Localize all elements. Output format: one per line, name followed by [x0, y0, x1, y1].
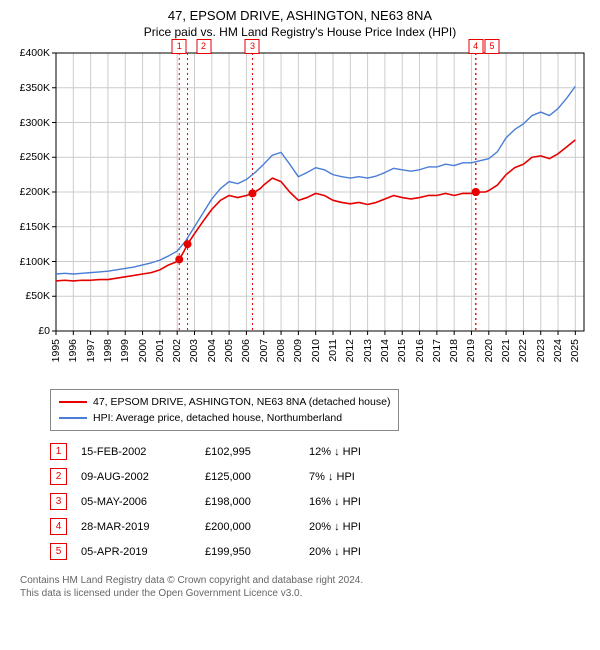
y-tick-label: £150K [10, 221, 50, 233]
x-tick-label: 2005 [223, 339, 235, 362]
table-row: 4 28-MAR-2019£200,00020% ↓ HPI [50, 514, 375, 539]
x-tick-label: 2024 [552, 339, 564, 362]
x-tick-label: 2023 [535, 339, 547, 362]
y-tick-label: £300K [10, 117, 50, 129]
y-tick-label: £250K [10, 151, 50, 163]
x-tick-label: 2021 [500, 339, 512, 362]
legend-swatch [59, 417, 87, 419]
x-tick-label: 2011 [327, 339, 339, 362]
x-tick-label: 1998 [102, 339, 114, 362]
y-tick-label: £350K [10, 82, 50, 94]
y-tick-label: £0 [10, 325, 50, 337]
x-tick-label: 2000 [137, 339, 149, 362]
x-tick-label: 2015 [396, 339, 408, 362]
row-badge: 4 [50, 518, 67, 535]
row-badge: 1 [50, 443, 67, 460]
sale-marker-badge: 5 [484, 39, 499, 54]
x-tick-label: 2014 [379, 339, 391, 362]
table-row: 3 05-MAY-2006£198,00016% ↓ HPI [50, 489, 375, 514]
chart-svg [10, 47, 590, 377]
legend-row: 47, EPSOM DRIVE, ASHINGTON, NE63 8NA (de… [59, 394, 390, 410]
legend-label: HPI: Average price, detached house, Nort… [93, 410, 342, 426]
page-subtitle: Price paid vs. HM Land Registry's House … [10, 25, 590, 39]
row-delta: 12% ↓ HPI [309, 439, 375, 464]
row-date: 05-APR-2019 [81, 539, 205, 564]
row-date: 05-MAY-2006 [81, 489, 205, 514]
row-price: £200,000 [205, 514, 309, 539]
x-tick-label: 2007 [258, 339, 270, 362]
row-date: 15-FEB-2002 [81, 439, 205, 464]
y-tick-label: £400K [10, 47, 50, 59]
x-tick-label: 1997 [85, 339, 97, 362]
row-delta: 20% ↓ HPI [309, 539, 375, 564]
row-delta: 7% ↓ HPI [309, 464, 375, 489]
row-price: £125,000 [205, 464, 309, 489]
sale-marker-badge: 3 [245, 39, 260, 54]
table-row: 5 05-APR-2019£199,95020% ↓ HPI [50, 539, 375, 564]
x-tick-label: 2016 [414, 339, 426, 362]
page-container: 47, EPSOM DRIVE, ASHINGTON, NE63 8NA Pri… [0, 0, 600, 610]
x-tick-label: 2001 [154, 339, 166, 362]
x-tick-label: 1996 [67, 339, 79, 362]
x-tick-label: 2004 [206, 339, 218, 362]
x-tick-label: 2019 [465, 339, 477, 362]
row-delta: 16% ↓ HPI [309, 489, 375, 514]
legend: 47, EPSOM DRIVE, ASHINGTON, NE63 8NA (de… [50, 389, 399, 431]
x-tick-label: 2009 [292, 339, 304, 362]
x-tick-label: 2025 [569, 339, 581, 362]
x-tick-label: 2008 [275, 339, 287, 362]
sales-table: 1 15-FEB-2002£102,99512% ↓ HPI 2 09-AUG-200… [50, 439, 590, 564]
y-tick-label: £50K [10, 290, 50, 302]
row-date: 28-MAR-2019 [81, 514, 205, 539]
row-badge: 3 [50, 493, 67, 510]
sale-marker-badge: 2 [196, 39, 211, 54]
footer-line-1: Contains HM Land Registry data © Crown c… [20, 574, 590, 587]
row-badge: 2 [50, 468, 67, 485]
legend-row: HPI: Average price, detached house, Nort… [59, 410, 390, 426]
row-delta: 20% ↓ HPI [309, 514, 375, 539]
sale-marker-badge: 4 [468, 39, 483, 54]
x-tick-label: 2010 [310, 339, 322, 362]
x-tick-label: 1999 [119, 339, 131, 362]
x-tick-label: 2002 [171, 339, 183, 362]
x-tick-label: 2017 [431, 339, 443, 362]
x-tick-label: 2012 [344, 339, 356, 362]
y-tick-label: £100K [10, 256, 50, 268]
x-tick-label: 2020 [483, 339, 495, 362]
row-price: £198,000 [205, 489, 309, 514]
footer-line-2: This data is licensed under the Open Gov… [20, 587, 590, 600]
legend-label: 47, EPSOM DRIVE, ASHINGTON, NE63 8NA (de… [93, 394, 390, 410]
y-tick-label: £200K [10, 186, 50, 198]
x-tick-label: 2018 [448, 339, 460, 362]
x-tick-label: 2003 [188, 339, 200, 362]
row-price: £102,995 [205, 439, 309, 464]
price-chart: £0 £50K £100K £150K £200K £250K £300K £350K £400… [10, 47, 590, 377]
x-tick-label: 1995 [50, 339, 62, 362]
legend-swatch [59, 401, 87, 403]
table-row: 1 15-FEB-2002£102,99512% ↓ HPI [50, 439, 375, 464]
row-date: 09-AUG-2002 [81, 464, 205, 489]
x-tick-label: 2013 [362, 339, 374, 362]
x-tick-label: 2022 [517, 339, 529, 362]
x-tick-label: 2006 [240, 339, 252, 362]
sale-marker-badge: 1 [172, 39, 187, 54]
row-badge: 5 [50, 543, 67, 560]
page-title: 47, EPSOM DRIVE, ASHINGTON, NE63 8NA [10, 8, 590, 23]
table-row: 2 09-AUG-2002£125,0007% ↓ HPI [50, 464, 375, 489]
footer-attribution: Contains HM Land Registry data © Crown c… [20, 574, 590, 600]
row-price: £199,950 [205, 539, 309, 564]
